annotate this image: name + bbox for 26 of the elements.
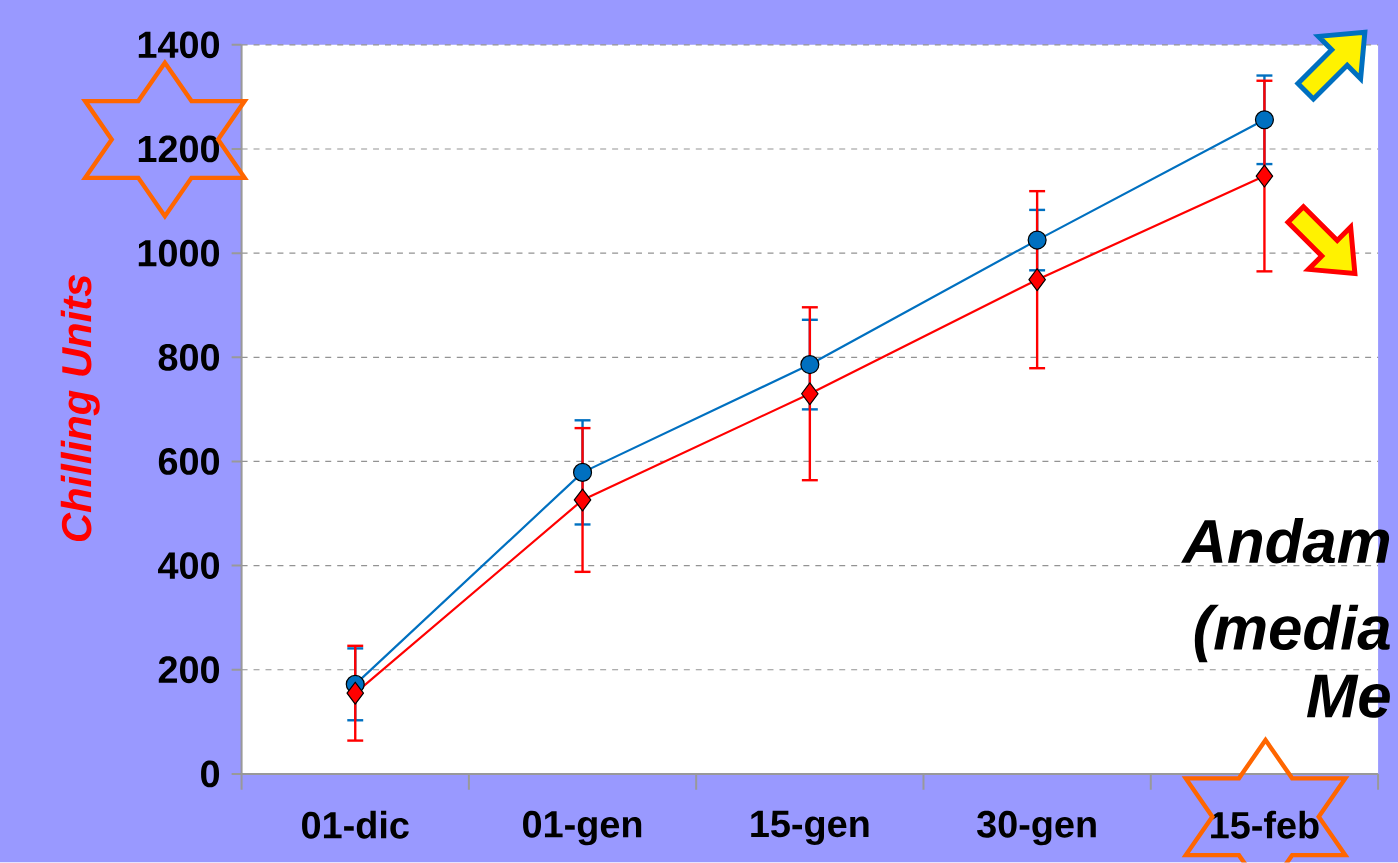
point	[1255, 164, 1274, 188]
point	[801, 382, 819, 406]
annotation: Andam	[1181, 518, 1390, 564]
point	[346, 681, 365, 705]
y-axis-title: Chilling Units	[60, 275, 100, 542]
annotation: (media	[1194, 604, 1390, 663]
y-tick-label: 200	[158, 656, 220, 684]
point	[1027, 230, 1047, 250]
point	[573, 488, 592, 512]
y-tick-label: 1200	[138, 135, 220, 163]
x-tick-label: 15-gen	[751, 811, 869, 846]
annotation: Me	[1306, 674, 1390, 718]
y-tick-label: 1000	[138, 239, 220, 267]
y-tick-label: 400	[158, 552, 220, 580]
x-tick-label: 15-feb	[1211, 811, 1319, 839]
x-tick-label: 30-gen	[977, 811, 1096, 846]
y-tick-label: 1400	[138, 31, 220, 59]
y-tick-label: 0	[201, 760, 220, 788]
x-tick-label: 01-dic	[302, 811, 409, 839]
point	[800, 355, 820, 375]
y-tick-label: 600	[158, 448, 220, 476]
y-tick-label: 800	[158, 344, 220, 371]
point	[572, 463, 593, 483]
point	[1254, 110, 1274, 130]
x-tick-label: 01-gen	[523, 811, 642, 846]
point	[1028, 268, 1046, 292]
